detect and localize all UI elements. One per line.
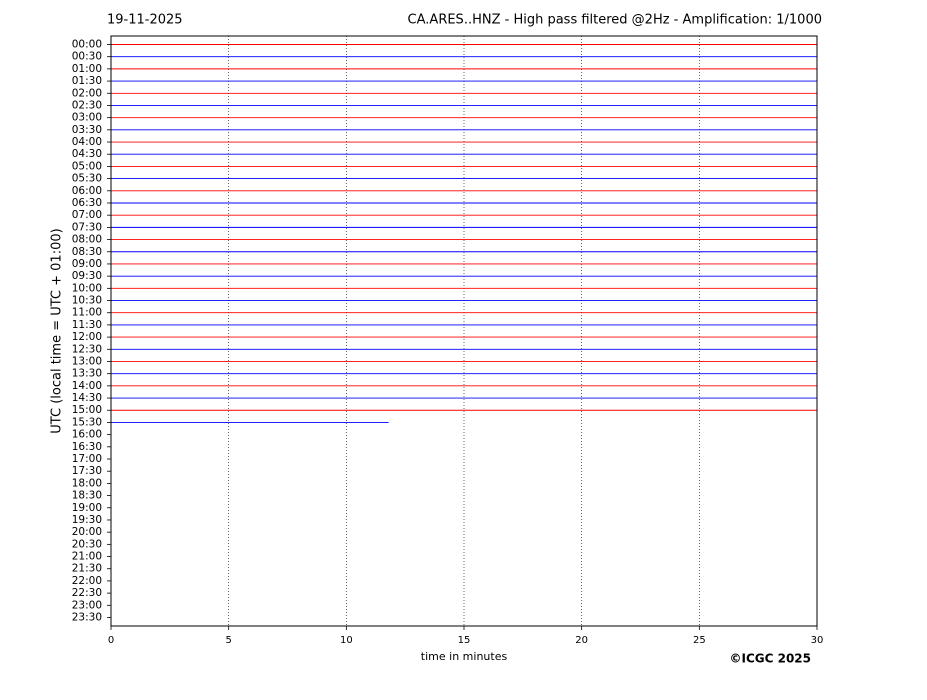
x-tick-label: 15 [458,635,471,646]
credit: ©ICGC 2025 [729,652,811,666]
y-tick-label: 20:30 [72,538,102,550]
plot-frame [110,35,818,627]
x-tick-label: 10 [340,635,353,646]
y-tick-label: 17:00 [72,453,102,465]
y-tick-label: 23:00 [72,599,102,611]
y-tick-label: 03:00 [72,112,102,124]
y-tick-label: 15:30 [72,416,102,428]
y-tick-label: 23:30 [72,612,102,624]
y-tick-label: 19:30 [72,514,102,526]
y-tick-label: 22:30 [72,587,102,599]
y-tick-label: 15:00 [72,404,102,416]
y-tick-label: 02:30 [72,99,102,111]
y-tick-label: 18:30 [72,490,102,502]
y-tick-label: 08:30 [72,246,102,258]
y-tick-label: 14:30 [72,392,102,404]
x-axis-label: time in minutes [421,650,508,663]
y-tick-label: 11:30 [72,319,102,331]
y-tick-label: 06:00 [72,185,102,197]
date: 19-11-2025 [107,13,183,28]
y-tick-label: 10:00 [72,282,102,294]
y-tick-label: 12:30 [72,343,102,355]
y-tick-label: 22:00 [72,575,102,587]
x-tick-label: 20 [575,635,588,646]
y-tick-label: 10:30 [72,295,102,307]
y-tick-label: 04:30 [72,148,102,160]
y-tick-label: 18:00 [72,477,102,489]
y-tick-label: 11:00 [72,307,102,319]
y-axis-label: UTC (local time = UTC + 01:00) [50,228,65,433]
y-tick-label: 07:30 [72,221,102,233]
y-tick-label: 17:30 [72,465,102,477]
y-tick-label: 08:00 [72,234,102,246]
y-tick-label: 21:00 [72,551,102,563]
y-tick-label: 03:30 [72,124,102,136]
y-tick-label: 13:30 [72,368,102,380]
y-tick-label: 19:00 [72,502,102,514]
y-tick-label: 09:00 [72,258,102,270]
y-tick-label: 12:00 [72,331,102,343]
y-tick-label: 14:00 [72,380,102,392]
y-tick-label: 16:30 [72,441,102,453]
x-tick-label: 5 [225,635,231,646]
y-tick-label: 06:30 [72,197,102,209]
y-tick-label: 07:00 [72,209,102,221]
x-tick-label: 25 [693,635,706,646]
y-tick-label: 05:30 [72,173,102,185]
x-tick-label: 0 [108,635,114,646]
x-tick-label: 30 [811,635,824,646]
y-tick-label: 21:30 [72,563,102,575]
y-tick-label: 00:30 [72,51,102,63]
y-tick-label: 13:00 [72,355,102,367]
y-tick-label: 04:00 [72,136,102,148]
y-tick-label: 09:30 [72,270,102,282]
y-tick-label: 16:00 [72,429,102,441]
y-tick-label: 00:00 [72,39,102,51]
y-tick-label: 05:00 [72,160,102,172]
y-tick-label: 01:30 [72,75,102,87]
y-tick-label: 20:00 [72,526,102,538]
chart-title: CA.ARES..HNZ - High pass filtered @2Hz -… [408,13,822,28]
y-tick-label: 01:00 [72,63,102,75]
y-tick-label: 02:00 [72,87,102,99]
